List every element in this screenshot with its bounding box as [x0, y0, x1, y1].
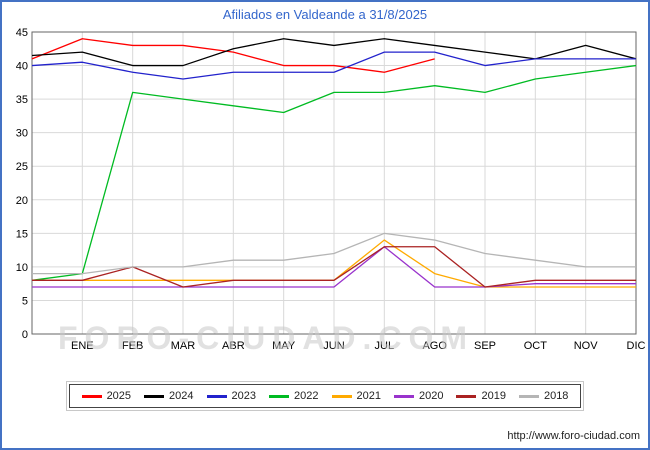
- x-tick-label: JUN: [323, 340, 344, 352]
- series-line-2023: [31, 51, 636, 80]
- x-tick-label: ENE: [71, 340, 94, 352]
- legend-swatch: [206, 394, 227, 398]
- legend-wrap: 2025 2024 2023 2022 2021 2020 2019 2018: [2, 381, 648, 411]
- legend-label: 2021: [356, 390, 381, 402]
- legend-label: 2020: [418, 390, 444, 402]
- legend-item-2020[interactable]: 2020: [393, 390, 444, 402]
- x-tick-label: DIC: [627, 340, 646, 352]
- legend-swatch: [269, 394, 290, 398]
- y-tick-label: 20: [16, 195, 28, 207]
- x-tick-label: NOV: [574, 340, 599, 352]
- series-line-2018: [32, 232, 636, 275]
- chart-title: Afiliados en Valdeande a 31/8/2025: [222, 7, 428, 22]
- legend-swatch: [144, 394, 165, 398]
- legend-swatch: [456, 394, 477, 398]
- legend-item-2021[interactable]: 2021: [331, 390, 381, 402]
- series-line-2025: [31, 38, 435, 73]
- y-tick-label: 5: [22, 295, 28, 307]
- legend-item-2022[interactable]: 2022: [269, 390, 319, 402]
- legend-item-2018[interactable]: 2018: [518, 390, 569, 402]
- x-tick-label: MAR: [171, 340, 196, 352]
- legend-item-2025[interactable]: 2025: [81, 390, 132, 402]
- footer-link[interactable]: http://www.foro-ciudad.com: [507, 430, 640, 442]
- legend-label: 2018: [543, 390, 569, 402]
- x-tick-label: FEB: [122, 340, 143, 352]
- legend-swatch: [393, 394, 414, 398]
- legend-swatch: [331, 394, 352, 398]
- line-chart: 0 5 10 15 20 25 30 35 40 45 ENE FEB MAR ABR MAY JUN JUL A…: [16, 27, 646, 352]
- legend-item-2023[interactable]: 2023: [206, 390, 257, 402]
- legend-swatch: [518, 394, 539, 398]
- y-tick-label: 10: [16, 262, 28, 274]
- series-line-2020: [32, 246, 636, 288]
- y-tick-label: 30: [16, 128, 28, 140]
- y-tick-label: 0: [22, 329, 28, 341]
- x-tick-label: JUL: [375, 340, 395, 352]
- legend-label: 2024: [169, 390, 194, 402]
- x-tick-label: AGO: [422, 340, 447, 352]
- x-tick-label: MAY: [272, 340, 296, 352]
- series-line-2022: [31, 64, 637, 281]
- y-tick-label: 25: [16, 161, 28, 173]
- legend-label: 2022: [294, 390, 319, 402]
- x-tick-label: ABR: [222, 340, 245, 352]
- y-tick-label: 15: [16, 228, 28, 240]
- legend-label: 2019: [481, 390, 506, 402]
- legend-label: 2025: [106, 390, 132, 402]
- y-tick-label: 45: [16, 27, 28, 39]
- x-tick-label: SEP: [474, 340, 496, 352]
- y-tick-label: 35: [16, 94, 28, 106]
- legend-item-2024[interactable]: 2024: [144, 390, 194, 402]
- x-tick-label: OCT: [524, 340, 548, 352]
- legend-label: 2023: [231, 390, 257, 402]
- legend: 2025 2024 2023 2022 2021 2020 2019 2018: [65, 381, 585, 411]
- y-tick-label: 40: [16, 61, 28, 73]
- legend-swatch: [81, 394, 102, 398]
- plot-border: [31, 31, 637, 335]
- legend-item-2019[interactable]: 2019: [456, 390, 506, 402]
